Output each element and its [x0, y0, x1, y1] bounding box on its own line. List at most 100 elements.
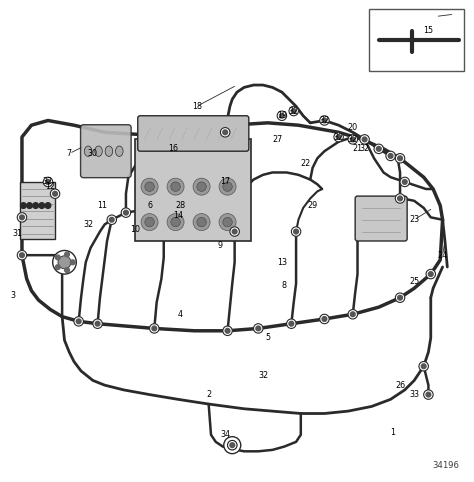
Circle shape — [388, 154, 393, 158]
Circle shape — [224, 437, 241, 454]
Circle shape — [402, 180, 407, 184]
Circle shape — [348, 309, 357, 319]
Circle shape — [141, 178, 158, 195]
Circle shape — [277, 111, 287, 120]
Text: 18: 18 — [192, 102, 202, 111]
FancyBboxPatch shape — [81, 125, 131, 178]
Circle shape — [230, 443, 235, 447]
Text: 25: 25 — [409, 277, 419, 286]
Text: 7: 7 — [67, 149, 72, 158]
Circle shape — [322, 118, 327, 123]
Circle shape — [223, 217, 232, 227]
Circle shape — [294, 229, 299, 234]
Circle shape — [95, 321, 100, 326]
Circle shape — [17, 251, 27, 260]
Circle shape — [53, 251, 76, 274]
Text: 32: 32 — [289, 107, 299, 116]
Circle shape — [228, 441, 237, 450]
Text: 10: 10 — [130, 225, 140, 234]
Text: 3: 3 — [10, 291, 15, 300]
Circle shape — [376, 147, 381, 151]
Text: 4: 4 — [178, 310, 183, 319]
Text: 12: 12 — [45, 182, 55, 191]
Circle shape — [55, 255, 60, 260]
Circle shape — [348, 134, 357, 144]
Circle shape — [426, 269, 436, 279]
Circle shape — [374, 144, 383, 154]
Circle shape — [220, 128, 230, 137]
Ellipse shape — [116, 146, 123, 156]
Circle shape — [398, 156, 402, 161]
Circle shape — [167, 214, 184, 230]
Circle shape — [71, 260, 75, 265]
Circle shape — [74, 317, 83, 326]
Text: 32: 32 — [348, 135, 358, 144]
Circle shape — [145, 182, 155, 191]
Circle shape — [64, 268, 69, 272]
Text: 13: 13 — [277, 258, 287, 267]
Circle shape — [223, 130, 228, 134]
Text: 14: 14 — [173, 211, 183, 219]
Circle shape — [109, 217, 114, 222]
Circle shape — [319, 314, 329, 324]
Circle shape — [171, 217, 180, 227]
Text: 16: 16 — [168, 144, 178, 153]
Circle shape — [289, 321, 294, 326]
Circle shape — [232, 229, 237, 234]
Text: 6: 6 — [147, 201, 152, 210]
Circle shape — [43, 177, 53, 187]
Text: 32: 32 — [360, 144, 370, 153]
Text: 11: 11 — [97, 201, 107, 210]
Circle shape — [398, 295, 402, 300]
Circle shape — [50, 189, 60, 199]
FancyBboxPatch shape — [138, 116, 249, 151]
Circle shape — [76, 319, 81, 324]
FancyBboxPatch shape — [355, 196, 407, 241]
Circle shape — [386, 151, 395, 161]
Circle shape — [287, 319, 296, 328]
Text: 19: 19 — [277, 111, 287, 120]
Circle shape — [362, 137, 367, 142]
Circle shape — [395, 154, 405, 163]
Circle shape — [225, 328, 230, 333]
Circle shape — [17, 213, 27, 222]
Circle shape — [141, 214, 158, 230]
Text: 22: 22 — [301, 159, 310, 168]
Circle shape — [219, 214, 236, 230]
Text: 30: 30 — [88, 149, 98, 158]
Circle shape — [230, 227, 239, 236]
Text: 34: 34 — [220, 430, 230, 439]
Bar — [19, 182, 55, 239]
Circle shape — [424, 390, 433, 399]
Circle shape — [350, 312, 355, 317]
Text: 15: 15 — [423, 26, 433, 35]
Text: 34196: 34196 — [432, 461, 459, 470]
Circle shape — [145, 217, 155, 227]
Text: 27: 27 — [272, 135, 283, 144]
Circle shape — [20, 203, 26, 208]
Text: 20: 20 — [348, 123, 358, 132]
Circle shape — [19, 253, 24, 257]
Circle shape — [421, 364, 426, 369]
Circle shape — [428, 272, 433, 277]
Circle shape — [167, 178, 184, 195]
Circle shape — [64, 252, 69, 257]
Text: 1: 1 — [391, 428, 395, 437]
Circle shape — [171, 182, 180, 191]
Text: 2: 2 — [206, 390, 211, 399]
Circle shape — [27, 203, 32, 208]
Text: 24: 24 — [438, 251, 447, 260]
Circle shape — [219, 178, 236, 195]
Circle shape — [228, 441, 237, 450]
Circle shape — [45, 203, 51, 208]
Circle shape — [336, 134, 341, 139]
Ellipse shape — [84, 146, 92, 156]
Circle shape — [280, 113, 284, 118]
Circle shape — [419, 362, 428, 371]
Text: 33: 33 — [409, 390, 419, 399]
Ellipse shape — [105, 146, 113, 156]
Text: 29: 29 — [308, 201, 318, 210]
Text: 23: 23 — [409, 215, 419, 224]
Circle shape — [58, 256, 71, 269]
Circle shape — [254, 324, 263, 333]
